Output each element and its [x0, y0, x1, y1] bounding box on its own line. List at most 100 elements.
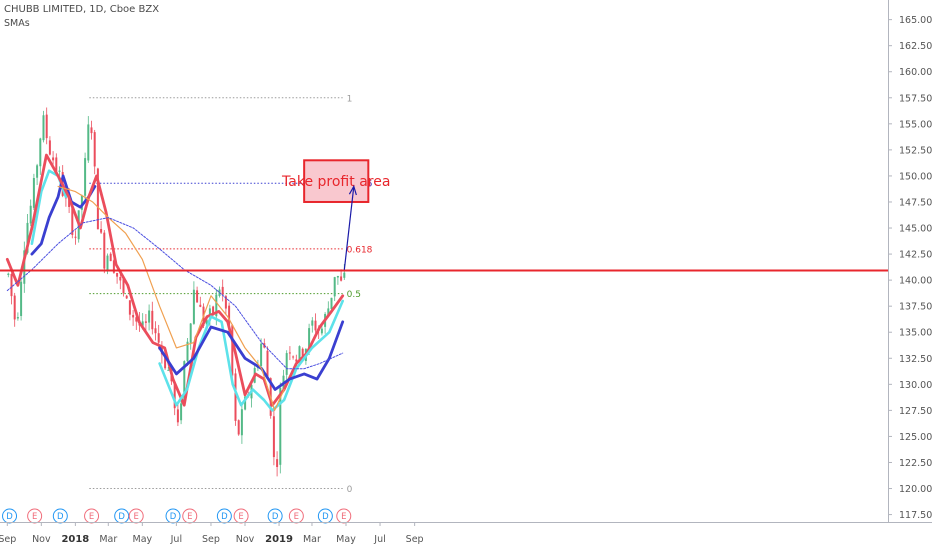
candle-body — [260, 343, 263, 367]
earnings-event-icon[interactable]: E — [84, 508, 100, 524]
candle-body — [164, 353, 167, 369]
price-tick-label: 135.00 — [899, 328, 932, 339]
time-tick-label: May — [336, 534, 356, 545]
price-tick-label: 145.00 — [899, 224, 932, 235]
earnings-event-icon[interactable]: E — [336, 508, 352, 524]
candle-body — [276, 459, 279, 467]
take-profit-label: Take profit area — [281, 174, 390, 190]
sma-line — [158, 299, 344, 412]
annotation-layer[interactable]: Take profit area — [281, 159, 390, 270]
candle-body — [7, 273, 10, 275]
candle-body — [58, 170, 61, 172]
time-tick-label: Nov — [236, 534, 255, 545]
candle-body — [119, 276, 122, 281]
price-tick-label: 165.00 — [899, 15, 932, 26]
candle-body — [39, 138, 42, 167]
candle-body — [167, 369, 170, 371]
time-tick-label: Sep — [0, 534, 16, 545]
candle-body — [141, 321, 144, 326]
candle-body — [52, 157, 55, 161]
candle-body — [23, 250, 26, 284]
candle-body — [106, 255, 109, 272]
candle-body — [224, 296, 227, 309]
price-tick-label: 120.00 — [899, 484, 932, 495]
earnings-event-icon[interactable]: E — [27, 508, 43, 524]
trend-arrow-line[interactable] — [343, 186, 355, 270]
dividend-event-icon[interactable]: D — [2, 508, 18, 524]
candle-body — [288, 352, 291, 354]
candle-body — [36, 165, 39, 178]
sma-line — [6, 217, 344, 370]
fib-level-label: 1 — [347, 94, 353, 104]
candle-body — [154, 328, 157, 334]
event-letter: E — [294, 512, 299, 522]
dividend-event-icon[interactable]: D — [52, 508, 68, 524]
candle-body — [74, 236, 77, 238]
candle-body — [228, 305, 231, 326]
price-tick-label: 160.00 — [899, 67, 932, 78]
earnings-event-icon[interactable]: E — [182, 508, 198, 524]
candle-body — [298, 346, 301, 362]
candle-body — [327, 308, 330, 317]
candle-body — [231, 325, 234, 376]
candle-body — [292, 356, 295, 358]
event-letter: E — [32, 512, 37, 522]
candle-body — [279, 387, 282, 465]
time-tick-label: Mar — [303, 534, 321, 545]
dividend-event-icon[interactable]: D — [216, 508, 232, 524]
time-tick-label: Mar — [99, 534, 117, 545]
event-letter: D — [6, 512, 13, 522]
event-letter: D — [57, 512, 64, 522]
price-tick-label: 157.50 — [899, 93, 932, 104]
earnings-event-icon[interactable]: E — [288, 508, 304, 524]
earnings-event-icon[interactable]: E — [128, 508, 144, 524]
candle-body — [10, 274, 13, 297]
event-letter: E — [187, 512, 192, 522]
candle-body — [308, 328, 311, 351]
candle-body — [196, 290, 199, 303]
earnings-event-icon[interactable]: E — [233, 508, 249, 524]
candle-body — [189, 323, 192, 343]
time-tick-label: 2018 — [61, 534, 89, 545]
candle-body — [112, 260, 115, 273]
candle-body — [109, 253, 112, 262]
time-tick-label: Jul — [170, 534, 182, 545]
dividend-event-icon[interactable]: D — [267, 508, 283, 524]
candle-body — [144, 321, 147, 323]
price-tick-label: 152.50 — [899, 145, 932, 156]
candle-body — [301, 348, 304, 359]
price-tick-label: 150.00 — [899, 171, 932, 182]
event-letter: D — [322, 512, 329, 522]
candle-body — [192, 289, 195, 324]
candle-body — [336, 275, 339, 278]
candle-body — [26, 222, 29, 253]
candle-body — [45, 114, 48, 139]
dividend-event-icon[interactable]: D — [114, 508, 130, 524]
candle-body — [285, 353, 288, 375]
time-tick-label: Sep — [406, 534, 424, 545]
candle-body — [320, 328, 323, 334]
price-tick-label: 125.00 — [899, 432, 932, 443]
sma-line — [5, 153, 345, 407]
event-letter: D — [272, 512, 279, 522]
horizontal-price-line[interactable]: 140.92140.55 — [0, 263, 932, 286]
candle-body — [100, 229, 103, 233]
price-series — [7, 107, 346, 477]
price-tick-label: 155.00 — [899, 119, 932, 130]
time-tick-label: Nov — [32, 534, 51, 545]
time-tick-label: Sep — [202, 534, 220, 545]
dividend-event-icon[interactable]: D — [165, 508, 181, 524]
take-profit-box[interactable] — [303, 159, 370, 203]
event-letter: E — [341, 512, 346, 522]
price-tick-label: 142.50 — [899, 250, 932, 261]
candle-body — [221, 286, 224, 295]
candle-body — [234, 373, 237, 421]
price-tick-label: 137.50 — [899, 302, 932, 313]
arrow-head — [348, 184, 357, 196]
dividend-event-icon[interactable]: D — [317, 508, 333, 524]
price-tick-label: 117.50 — [899, 510, 932, 521]
